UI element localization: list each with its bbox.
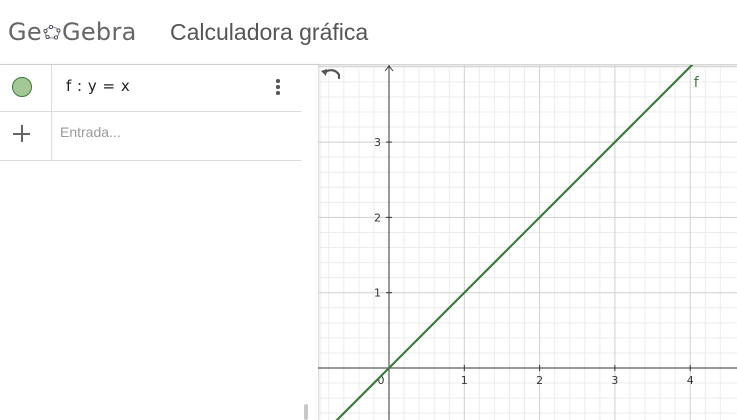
- app-title: Calculadora gráfica: [170, 19, 369, 45]
- more-vertical-icon[interactable]: [271, 77, 285, 97]
- minor-grid: [318, 65, 737, 420]
- algebra-input-row[interactable]: [0, 112, 302, 161]
- x-tick-label: 0: [378, 374, 385, 387]
- x-tick-label: 2: [536, 374, 543, 387]
- graphics-view[interactable]: 0 1 2 3 4 1 2 3 f: [318, 65, 737, 420]
- undo-icon[interactable]: [318, 65, 344, 87]
- algebra-input[interactable]: [60, 124, 290, 140]
- tick-labels: 0 1 2 3 4 1 2 3: [374, 136, 694, 387]
- function-line-f[interactable]: [321, 65, 696, 420]
- panel-resize-handle[interactable]: [304, 404, 308, 420]
- graph-canvas[interactable]: 0 1 2 3 4 1 2 3 f: [318, 65, 737, 420]
- algebra-panel: f : y = x: [0, 65, 319, 420]
- x-tick-label: 1: [461, 374, 468, 387]
- geogebra-logo[interactable]: Ge Gebra: [8, 15, 137, 49]
- axes: [318, 65, 737, 420]
- major-grid: [318, 65, 737, 420]
- y-tick-label: 3: [374, 136, 381, 149]
- function-label-f[interactable]: f: [694, 75, 700, 91]
- y-axis-arrow: [384, 65, 394, 72]
- plus-icon[interactable]: [13, 125, 30, 142]
- x-tick-label: 4: [687, 374, 694, 387]
- y-tick-label: 1: [374, 287, 381, 300]
- visibility-marble-icon[interactable]: [12, 77, 32, 97]
- logo-text-part-ge: Ge: [8, 18, 42, 46]
- y-tick-label: 2: [374, 211, 381, 224]
- algebra-formula[interactable]: f : y = x: [66, 77, 131, 95]
- logo-ellipse-icon: [43, 24, 61, 40]
- add-cell: [0, 112, 52, 160]
- algebra-item-f[interactable]: f : y = x: [0, 65, 302, 112]
- x-tick-label: 3: [611, 374, 618, 387]
- app-header: Ge Gebra Calculadora gráfica: [0, 0, 737, 65]
- marble-cell: [0, 65, 52, 111]
- logo-text-part-gebra: Gebra: [61, 18, 137, 46]
